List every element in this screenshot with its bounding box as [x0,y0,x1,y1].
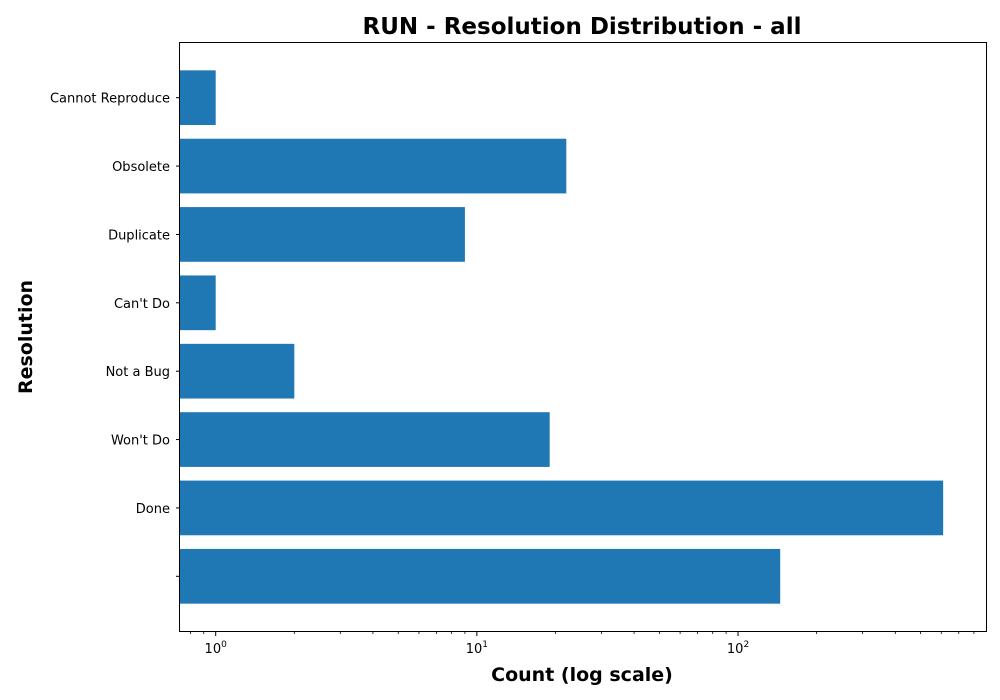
y-tick-label: Obsolete [112,160,170,175]
x-tick-label: 100 [205,640,228,657]
x-axis: 100 101 102 [189,631,975,657]
x-tick-label: 101 [466,640,488,657]
bar [180,70,216,126]
y-tick-label: Won't Do [111,434,170,449]
y-tick-label: Done [136,502,170,517]
bar [180,548,781,604]
chart-title: RUN - Resolution Distribution - all [363,14,802,40]
x-tick-label: 102 [727,640,749,657]
y-tick-label: Can't Do [114,297,170,312]
x-axis-label: Count (log scale) [491,664,673,686]
bar [180,275,216,331]
bar [180,412,550,467]
y-tick-label: Duplicate [108,228,170,243]
bar [180,480,944,536]
bar [180,138,567,194]
bar [180,343,295,399]
y-axis: Done Won't Do Not a Bug Can't Do Duplicate Ob… [50,92,180,577]
bars [180,70,944,604]
y-tick-label: Not a Bug [106,365,170,380]
bar [180,207,465,262]
y-tick-label: Cannot Reproduce [50,92,170,107]
y-axis-label: Resolution [15,280,37,394]
plot-frame [179,42,987,632]
